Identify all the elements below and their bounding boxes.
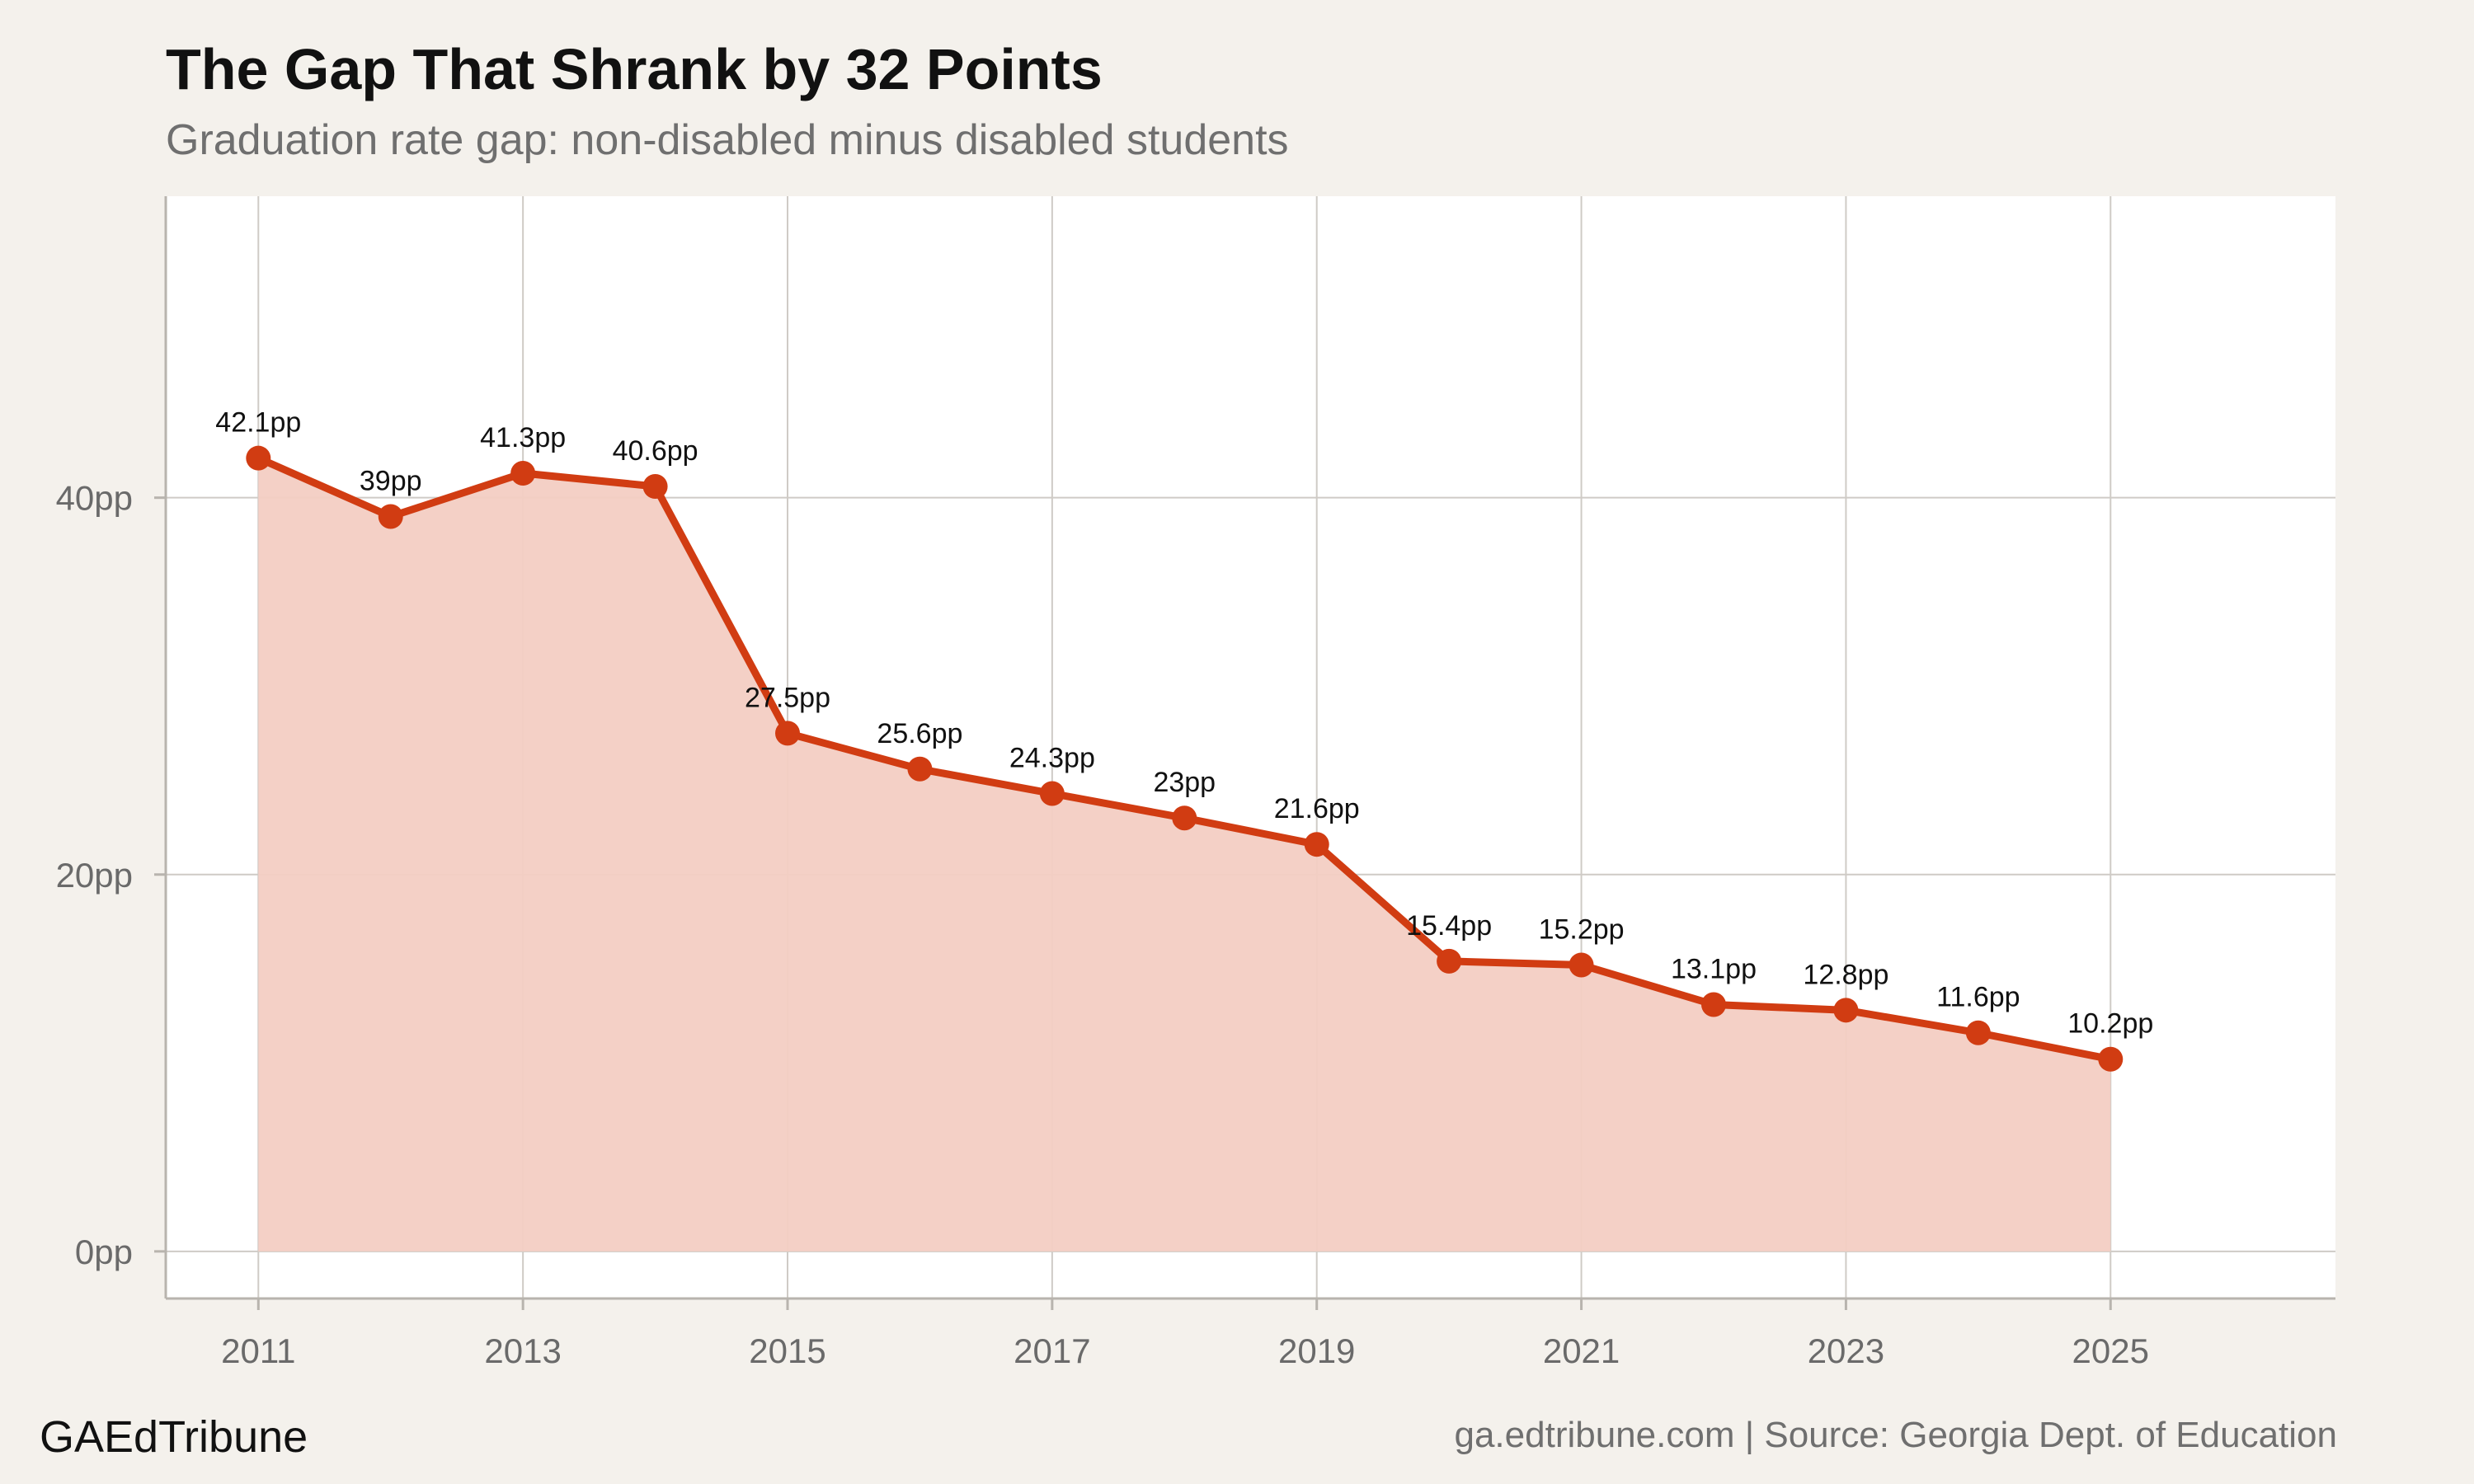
data-label: 42.1pp [215, 407, 301, 439]
data-label: 24.3pp [1009, 742, 1095, 773]
x-tick-label: 2017 [1014, 1331, 1090, 1370]
data-point [1304, 832, 1329, 857]
area-fill [258, 458, 2111, 1252]
data-labels: 42.1pp 39pp 41.3pp 40.6pp 27.5pp 25.6pp 24.3pp… [215, 407, 2153, 1040]
data-label: 27.5pp [745, 682, 830, 713]
x-axis-ticks: 2011 2013 2015 2017 2019 2021 2023 2025 [221, 1298, 2149, 1370]
source-credit: ga.edtribune.com | Source: Georgia Dept.… [1454, 1415, 2337, 1455]
data-point [510, 460, 536, 486]
data-point [1569, 952, 1594, 978]
data-label: 25.6pp [877, 718, 962, 749]
data-label: 23pp [1153, 767, 1216, 798]
brand-logo-text: GAEdTribune [40, 1412, 308, 1462]
data-point [1437, 948, 1462, 974]
data-point [378, 504, 403, 529]
y-tick-label: 20pp [56, 856, 133, 895]
data-label: 15.4pp [1406, 910, 1492, 942]
x-tick-label: 2013 [484, 1331, 561, 1370]
y-tick-label: 0pp [75, 1233, 133, 1271]
x-tick-label: 2019 [1278, 1331, 1355, 1370]
data-point [1965, 1020, 1991, 1045]
y-axis-ticks: 0pp 20pp 40pp [56, 479, 166, 1271]
data-label: 10.2pp [2067, 1008, 2153, 1040]
data-points [246, 445, 2124, 1072]
x-tick-label: 2025 [2072, 1331, 2149, 1370]
data-label: 15.2pp [1539, 913, 1625, 945]
data-label: 39pp [360, 466, 422, 497]
data-point [246, 445, 271, 471]
data-point [642, 473, 668, 499]
data-point [775, 721, 801, 746]
chart-title: The Gap That Shrank by 32 Points [166, 37, 1103, 101]
data-label: 40.6pp [613, 435, 698, 467]
chart-subtitle: Graduation rate gap: non-disabled minus … [166, 116, 1289, 164]
data-point [907, 756, 933, 782]
x-tick-label: 2015 [749, 1331, 825, 1370]
data-label: 13.1pp [1671, 953, 1757, 984]
data-point [1833, 998, 1859, 1023]
x-tick-label: 2023 [1808, 1331, 1884, 1370]
data-label: 11.6pp [1936, 982, 2020, 1013]
x-tick-label: 2011 [221, 1331, 295, 1370]
y-tick-label: 40pp [56, 479, 133, 518]
x-tick-label: 2021 [1543, 1331, 1620, 1370]
data-point [1039, 781, 1065, 806]
data-point [1700, 992, 1726, 1017]
data-label: 41.3pp [480, 422, 566, 453]
data-label: 21.6pp [1274, 793, 1360, 824]
data-point [2098, 1046, 2124, 1072]
data-label: 12.8pp [1803, 959, 1888, 990]
data-point [1172, 805, 1197, 831]
